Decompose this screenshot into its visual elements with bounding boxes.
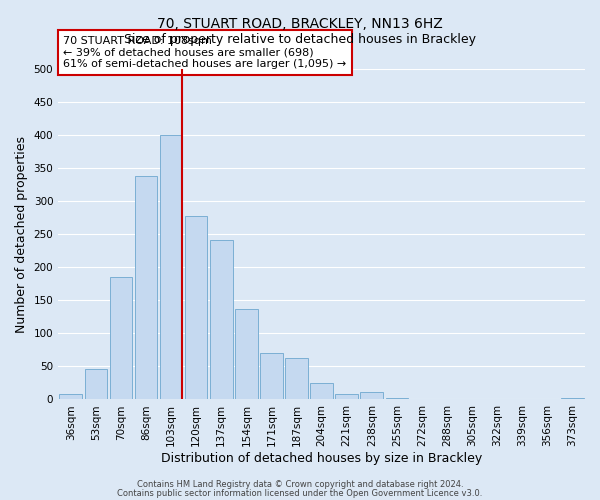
Bar (561, 398, 584, 400)
Text: 70 STUART ROAD: 108sqm
← 39% of detached houses are smaller (698)
61% of semi-de: 70 STUART ROAD: 108sqm ← 39% of detached… (64, 36, 347, 69)
Bar (85, 369, 107, 400)
Bar (210, 240, 233, 400)
Text: 70, STUART ROAD, BRACKLEY, NN13 6HZ: 70, STUART ROAD, BRACKLEY, NN13 6HZ (157, 18, 443, 32)
X-axis label: Distribution of detached houses by size in Brackley: Distribution of detached houses by size … (161, 452, 482, 465)
Text: Contains HM Land Registry data © Crown copyright and database right 2024.: Contains HM Land Registry data © Crown c… (137, 480, 463, 489)
Bar (110, 277, 132, 400)
Bar (260, 353, 283, 400)
Bar (134, 176, 157, 400)
Bar (361, 392, 383, 400)
Y-axis label: Number of detached properties: Number of detached properties (15, 136, 28, 332)
Bar (185, 216, 208, 400)
Bar (235, 309, 257, 400)
Bar (310, 383, 333, 400)
Text: Contains public sector information licensed under the Open Government Licence v3: Contains public sector information licen… (118, 488, 482, 498)
Bar (410, 399, 433, 400)
Text: Size of property relative to detached houses in Brackley: Size of property relative to detached ho… (124, 32, 476, 46)
Bar (59, 394, 82, 400)
Bar (335, 394, 358, 400)
Bar (386, 398, 408, 400)
Bar (285, 358, 308, 400)
Bar (160, 135, 182, 400)
